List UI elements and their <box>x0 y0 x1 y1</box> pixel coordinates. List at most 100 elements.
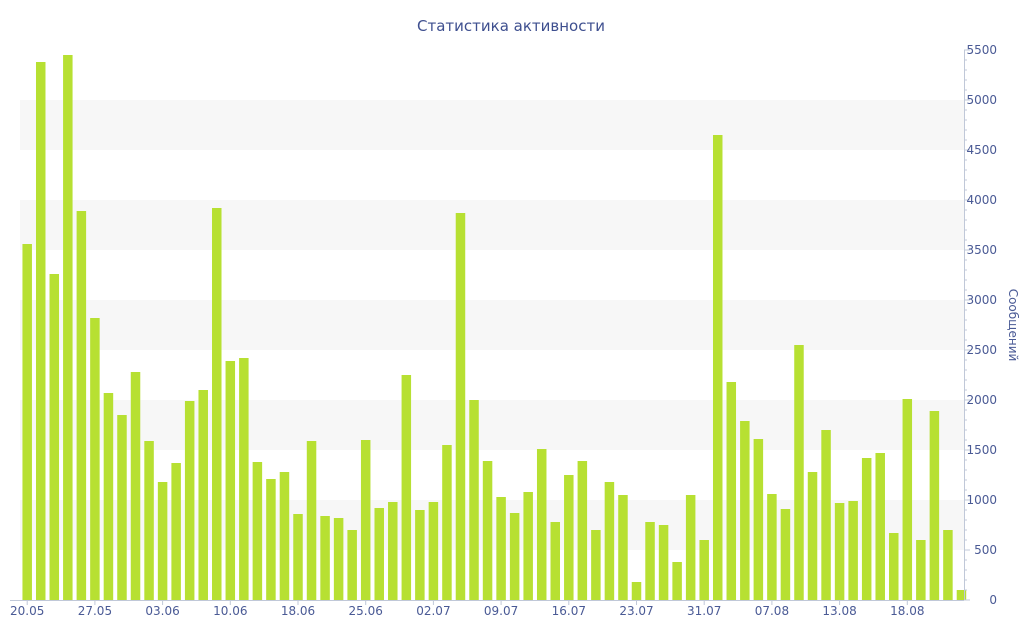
grid-band <box>20 400 964 450</box>
bar <box>929 411 940 600</box>
bar <box>536 449 547 600</box>
bar <box>685 495 696 600</box>
bar <box>333 518 344 600</box>
bar <box>306 441 317 600</box>
bar <box>875 453 885 600</box>
bar <box>645 522 655 600</box>
bar <box>740 421 750 600</box>
bar <box>550 522 561 600</box>
bar <box>780 509 791 600</box>
bar <box>401 375 412 600</box>
bar <box>252 462 263 600</box>
bar <box>577 461 588 600</box>
bar <box>49 274 60 600</box>
bar <box>591 530 601 600</box>
bar <box>861 458 872 600</box>
x-tick-label: 25.06 <box>349 604 383 618</box>
grid-bands <box>20 100 964 550</box>
bar <box>415 510 425 600</box>
y-tick-label: 2000 <box>966 393 997 407</box>
bar <box>848 501 858 600</box>
y-tick-label: 4500 <box>966 143 997 157</box>
y-tick-label: 500 <box>974 543 997 557</box>
bar <box>63 55 73 600</box>
grid-band <box>20 200 964 250</box>
bar <box>320 516 330 600</box>
bar <box>428 502 439 600</box>
bar <box>496 497 506 600</box>
bar <box>360 440 371 600</box>
bar <box>388 502 398 600</box>
bar <box>266 479 276 600</box>
bar <box>279 472 290 600</box>
x-tick-label: 03.06 <box>145 604 179 618</box>
bar <box>198 390 208 600</box>
grid-band <box>20 100 964 150</box>
bar <box>76 211 87 600</box>
bar <box>90 318 100 600</box>
x-tick-label: 27.05 <box>78 604 112 618</box>
bar <box>794 345 804 600</box>
y-tick-label: 3500 <box>966 243 997 257</box>
x-tick-label: 07.08 <box>755 604 789 618</box>
x-tick-label: 18.08 <box>890 604 924 618</box>
x-tick-label: 09.07 <box>484 604 518 618</box>
x-tick-label: 23.07 <box>619 604 653 618</box>
y-tick-label: 2500 <box>966 343 997 357</box>
x-tick-label: 16.07 <box>552 604 586 618</box>
bar <box>239 358 249 600</box>
bar <box>482 461 493 600</box>
bar <box>753 439 764 600</box>
bar <box>157 482 168 600</box>
x-tick-label: 13.08 <box>822 604 856 618</box>
bar <box>35 62 46 600</box>
bar <box>103 393 114 600</box>
bar <box>523 492 533 600</box>
bar <box>916 540 926 600</box>
bar <box>564 475 574 600</box>
x-tick-label: 31.07 <box>687 604 721 618</box>
bar <box>631 582 642 600</box>
y-tick-label: 1500 <box>966 443 997 457</box>
y-axis: 0 500 1000 1500 2000 2500 3000 3500 4000 4500 5000… <box>964 43 997 607</box>
bar <box>293 514 303 600</box>
bar <box>469 400 479 600</box>
x-tick-label: 02.07 <box>416 604 450 618</box>
bar <box>956 590 967 600</box>
x-axis: 20.05 27.05 03.06 10.06 18.06 25.06 02.07 09.07… <box>10 600 964 618</box>
y-tick-label: 3000 <box>966 293 997 307</box>
y-tick-label: 4000 <box>966 193 997 207</box>
bar <box>672 562 682 600</box>
bar <box>658 525 669 600</box>
bar <box>604 482 615 600</box>
y-tick-label: 1000 <box>966 493 997 507</box>
bar <box>726 382 737 600</box>
bar <box>171 463 181 600</box>
bar <box>821 430 831 600</box>
bar <box>117 415 127 600</box>
bar <box>144 441 154 600</box>
bar <box>509 513 520 600</box>
bar <box>184 401 195 600</box>
y-tick-label: 0 <box>989 593 997 607</box>
y-tick-label: 5000 <box>966 93 997 107</box>
bar <box>130 372 141 600</box>
y-axis-title: Сообщений <box>1006 289 1020 362</box>
y-tick-label: 5500 <box>966 43 997 57</box>
bar <box>767 494 777 600</box>
bar <box>374 508 384 600</box>
x-tick-label: 20.05 <box>10 604 44 618</box>
bar <box>618 495 628 600</box>
bar <box>889 533 899 600</box>
bar <box>807 472 818 600</box>
chart-title: Статистика активности <box>417 17 605 35</box>
bar <box>834 503 845 600</box>
bar <box>455 213 466 600</box>
bar <box>712 135 723 600</box>
bar <box>225 361 236 600</box>
x-tick-label: 10.06 <box>213 604 247 618</box>
bar <box>442 445 452 600</box>
bar <box>902 399 913 600</box>
